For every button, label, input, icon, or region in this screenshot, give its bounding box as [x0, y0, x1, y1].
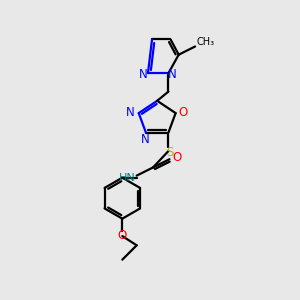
Text: N: N	[140, 133, 149, 146]
Text: O: O	[118, 229, 127, 242]
Text: N: N	[126, 106, 135, 118]
Text: HN: HN	[119, 173, 136, 183]
Text: CH₃: CH₃	[196, 38, 214, 47]
Text: O: O	[172, 151, 181, 164]
Text: O: O	[178, 106, 188, 118]
Text: N: N	[168, 68, 177, 81]
Text: S: S	[166, 146, 173, 158]
Text: N: N	[139, 68, 147, 81]
